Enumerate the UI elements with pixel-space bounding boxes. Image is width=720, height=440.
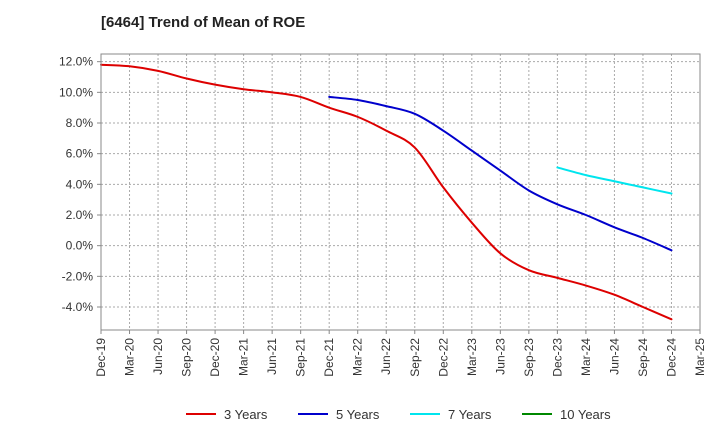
series-line-5-years xyxy=(328,95,673,252)
x-tick-label: Sep-20 xyxy=(180,338,194,377)
y-tick-label: -2.0% xyxy=(62,269,94,283)
x-tick-label: Mar-20 xyxy=(123,338,137,376)
x-tick-label: Dec-21 xyxy=(322,338,336,377)
y-tick-label: 8.0% xyxy=(66,116,94,130)
x-tick-label: Jun-21 xyxy=(265,338,279,375)
grid-layer xyxy=(101,54,700,330)
x-tick-label: Mar-24 xyxy=(579,338,593,376)
y-tick-label: 0.0% xyxy=(66,239,94,253)
series-line-3-years xyxy=(100,63,673,321)
x-tick-label: Dec-24 xyxy=(664,338,678,377)
y-tick-label: 2.0% xyxy=(66,208,94,222)
x-tick-label: Dec-23 xyxy=(550,338,564,377)
x-tick-label: Sep-23 xyxy=(522,338,536,377)
chart-title: [6464] Trend of Mean of ROE xyxy=(101,14,306,31)
x-tick-label: Mar-25 xyxy=(693,338,707,376)
x-tick-label: Mar-23 xyxy=(465,338,479,376)
x-tick-label: Mar-22 xyxy=(351,338,365,376)
legend-label-3-years: 3 Years xyxy=(224,407,268,422)
x-tick-label: Jun-24 xyxy=(607,338,621,375)
y-tick-label: 10.0% xyxy=(59,85,93,99)
axis-layer: 12.0% 10.0% 8.0% 6.0% 4.0% 2.0% 0.0% -2.0% -4.0%… xyxy=(59,55,707,377)
legend-label-5-years: 5 Years xyxy=(336,407,380,422)
legend-layer: 3 Years 5 Years 7 Years 10 Years xyxy=(186,407,611,422)
x-tick-label: Dec-22 xyxy=(436,338,450,377)
y-tick-label: 12.0% xyxy=(59,55,93,69)
x-tick-label: Dec-20 xyxy=(208,338,222,377)
y-tick-label: 6.0% xyxy=(66,147,94,161)
y-tick-label: 4.0% xyxy=(66,177,94,191)
series-line-7-years xyxy=(556,166,673,195)
plot-border xyxy=(100,53,701,331)
y-tick-label: -4.0% xyxy=(62,300,94,314)
plot-background xyxy=(101,54,700,330)
x-tick-label: Sep-24 xyxy=(636,338,650,377)
x-tick-label: Jun-20 xyxy=(151,338,165,375)
series-layer xyxy=(100,63,673,321)
x-tick-label: Dec-19 xyxy=(94,338,108,377)
x-tick-label: Mar-21 xyxy=(237,338,251,376)
legend-label-10-years: 10 Years xyxy=(560,407,611,422)
x-tick-label: Sep-22 xyxy=(408,338,422,377)
legend-label-7-years: 7 Years xyxy=(448,407,492,422)
x-tick-label: Jun-22 xyxy=(379,338,393,375)
x-tick-label: Sep-21 xyxy=(294,338,308,377)
x-tick-label: Jun-23 xyxy=(493,338,507,375)
